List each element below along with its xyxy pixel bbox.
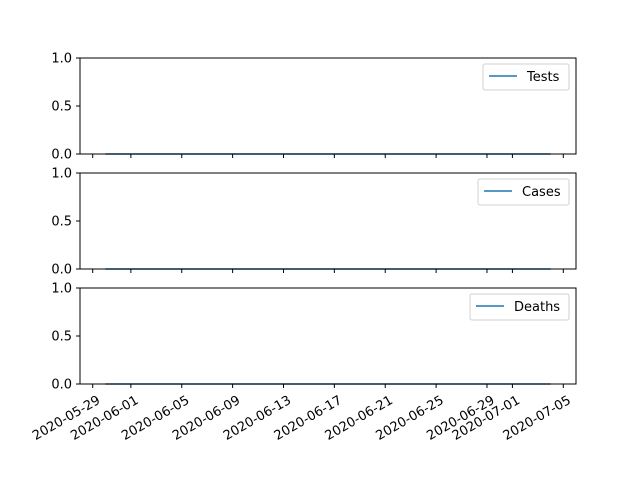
x-axis-date-labels: 2020-05-292020-06-012020-06-052020-06-09… bbox=[30, 393, 574, 444]
deaths-x-ticks bbox=[92, 384, 564, 388]
deaths-legend: Deaths bbox=[469, 293, 570, 321]
tests-y-tick-label: 0.0 bbox=[51, 148, 72, 163]
deaths-legend-label: Deaths bbox=[514, 300, 560, 315]
cases-legend: Cases bbox=[477, 178, 570, 206]
cases-y-tick-label: 1.0 bbox=[51, 167, 72, 182]
subplot-cases: 0.0 0.5 1.0 Cases bbox=[51, 167, 577, 278]
cases-y-tick-label: 0.0 bbox=[51, 263, 72, 278]
deaths-y-tick-label: 0.0 bbox=[51, 378, 72, 393]
subplot-tests: 0.0 0.5 1.0 Tests bbox=[51, 52, 577, 163]
tests-y-axis: 0.0 0.5 1.0 bbox=[51, 52, 80, 163]
cases-y-tick-label: 0.5 bbox=[51, 215, 72, 230]
tests-legend-label: Tests bbox=[526, 70, 560, 85]
cases-y-axis: 0.0 0.5 1.0 bbox=[51, 167, 80, 278]
tests-y-tick-label: 0.5 bbox=[51, 100, 72, 115]
tests-legend: Tests bbox=[482, 63, 570, 91]
tests-x-ticks bbox=[92, 154, 564, 158]
subplot-deaths: 0.0 0.5 1.0 Deaths bbox=[51, 282, 577, 393]
cases-legend-label: Cases bbox=[522, 185, 561, 200]
deaths-y-tick-label: 1.0 bbox=[51, 282, 72, 297]
tests-y-tick-label: 1.0 bbox=[51, 52, 72, 67]
deaths-y-tick-label: 0.5 bbox=[51, 330, 72, 345]
deaths-y-axis: 0.0 0.5 1.0 bbox=[51, 282, 80, 393]
cases-x-ticks bbox=[92, 269, 564, 273]
